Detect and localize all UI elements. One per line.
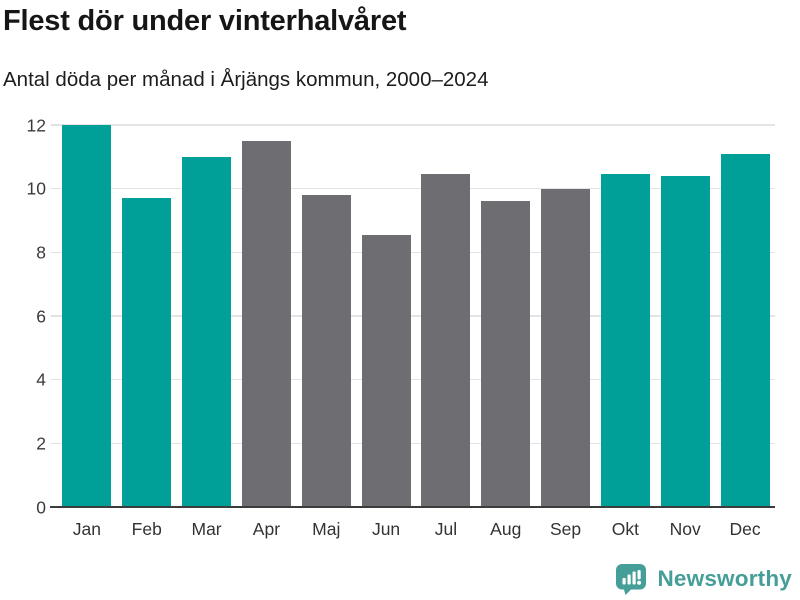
bar-feb	[122, 198, 172, 507]
y-axis-label-8: 8	[36, 242, 46, 263]
y-axis-label-12: 12	[26, 115, 46, 136]
y-axis-label-4: 4	[36, 369, 46, 390]
bar-nov	[660, 175, 710, 507]
y-axis-label-0: 0	[36, 497, 46, 518]
y-tick-10	[51, 187, 57, 190]
x-axis-label-feb: Feb	[131, 519, 162, 539]
y-axis-label-6: 6	[36, 306, 46, 327]
y-axis-label-10: 10	[26, 178, 46, 199]
x-axis-label-nov: Nov	[669, 519, 701, 539]
y-axis-zero-tick	[50, 505, 57, 508]
y-tick-12	[51, 124, 57, 126]
gridline-y-2	[57, 442, 775, 445]
x-axis-label-maj: Maj	[312, 519, 341, 539]
x-axis-line	[57, 505, 775, 508]
brand-footer: Newsworthy	[614, 563, 792, 595]
bar-mar	[182, 156, 232, 507]
gridline-y-8	[57, 251, 775, 254]
bar-maj	[301, 195, 351, 507]
bar-jan	[62, 125, 112, 507]
plot-area: 0 2 4 6 8 10 12 Jan Feb Mar Apr Maj Jun Jul Aug Sep Okt N…	[27, 115, 775, 539]
gridline-y-12	[57, 124, 775, 126]
x-axis-label-jan: Jan	[72, 519, 102, 539]
gridline-y-6	[57, 315, 775, 317]
bar-okt	[600, 174, 650, 507]
x-axis-label-aug: Aug	[490, 519, 522, 539]
brand-name: Newsworthy	[657, 566, 792, 591]
bar-dec	[720, 153, 770, 507]
x-axis-label-okt: Okt	[611, 519, 640, 539]
x-axis-label-sep: Sep	[550, 519, 582, 539]
bar-apr	[241, 140, 291, 507]
x-axis-label-dec: Dec	[729, 519, 761, 539]
bar-jun	[361, 234, 411, 507]
y-tick-8	[51, 251, 57, 254]
chart-subtitle: Antal döda per månad i Årjängs kommun, 2…	[3, 68, 489, 91]
chart-title: Flest dör under vinterhalvåret	[3, 5, 407, 37]
gridline-y-4	[57, 378, 775, 381]
chart-header: Flest dör under vinterhalvåret	[3, 5, 783, 38]
x-axis-label-apr: Apr	[252, 519, 281, 539]
gridline-y-10	[57, 187, 775, 190]
y-axis-label-2: 2	[36, 433, 46, 454]
y-tick-4	[51, 378, 57, 381]
bar-aug	[481, 201, 531, 507]
x-axis-label-jun: Jun	[371, 519, 401, 539]
x-axis-label-mar: Mar	[191, 519, 222, 539]
bar-sep	[541, 188, 591, 507]
y-tick-6	[51, 315, 57, 317]
newsworthy-bubble-chart-icon	[616, 564, 647, 595]
x-axis-label-jul: Jul	[434, 519, 458, 539]
y-tick-2	[51, 442, 57, 445]
bar-jul	[421, 174, 471, 507]
